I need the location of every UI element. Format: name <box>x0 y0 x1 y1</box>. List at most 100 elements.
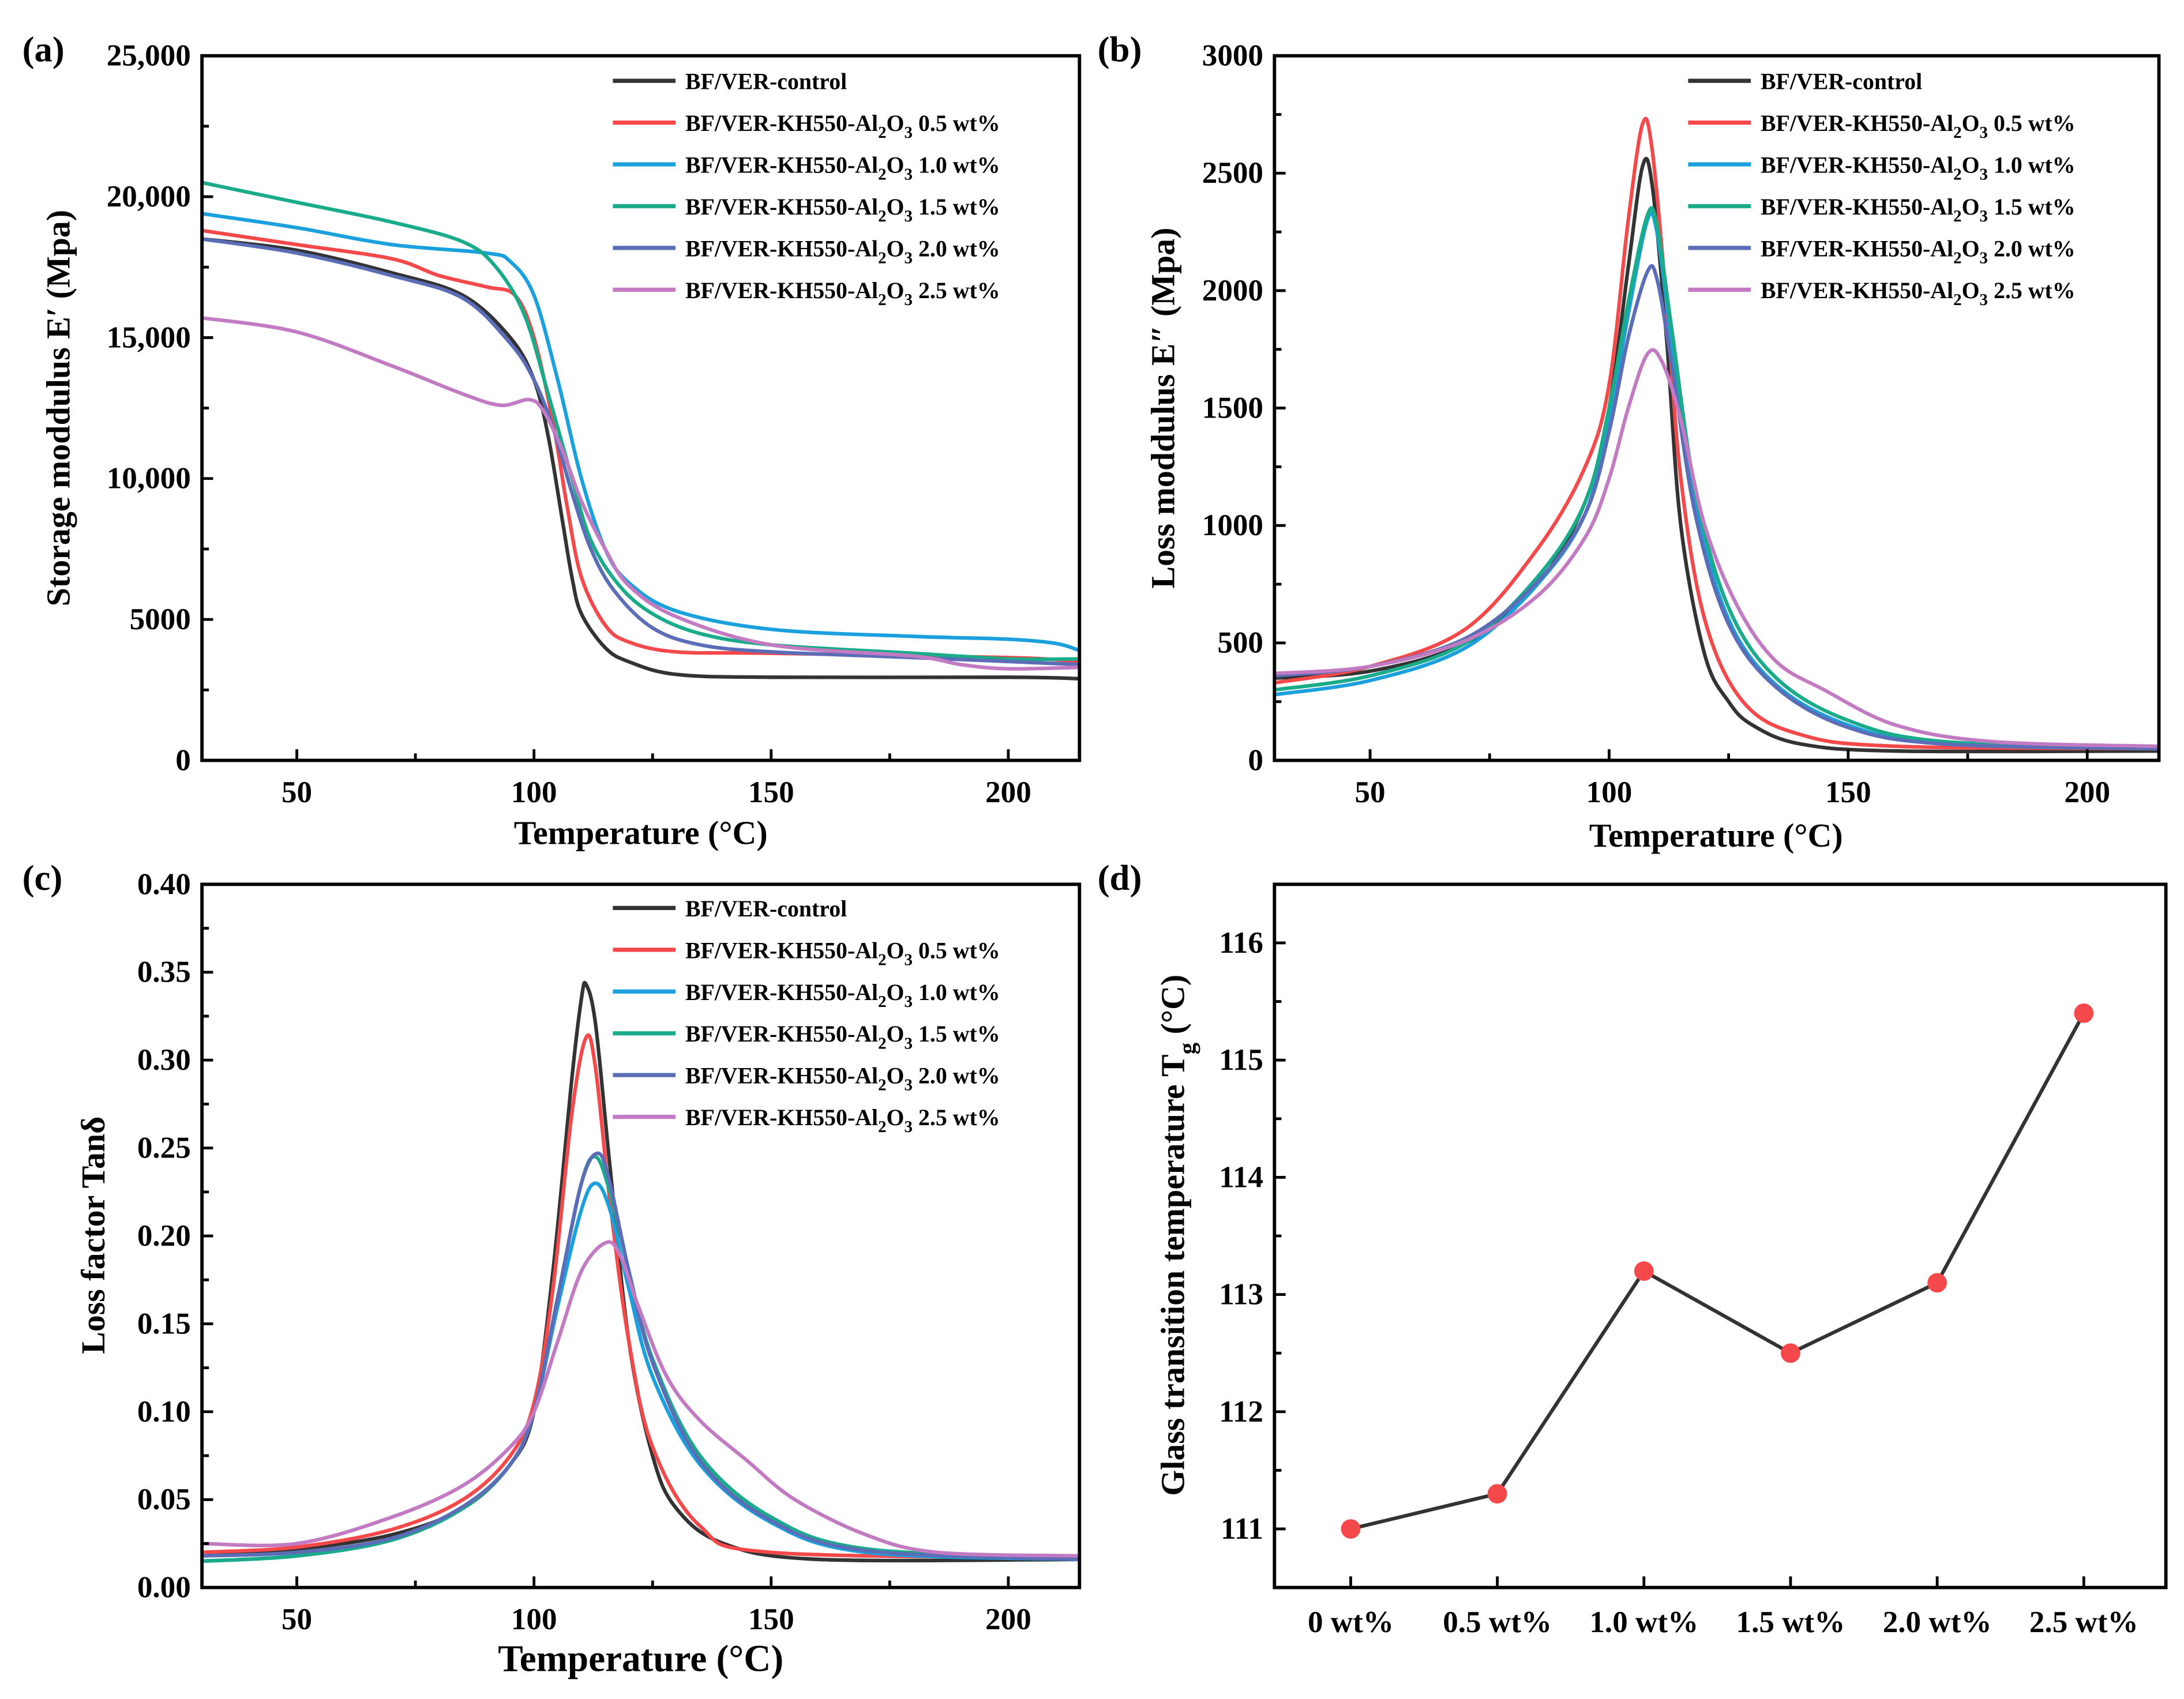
legend-mid: O <box>887 194 905 220</box>
legend-sub: 2 <box>878 249 886 267</box>
y-tick-label: 0 <box>175 743 191 777</box>
y-axis-title: Storage moddulus E′ (Mpa) <box>40 210 77 606</box>
series-line-control <box>201 237 1080 681</box>
legend-item-control: BF/VER-control <box>613 69 847 95</box>
legend-mid: O <box>887 1063 905 1089</box>
legend-label: BF/VER-KH550-Al2O3 0.5 wt% <box>685 938 1000 969</box>
legend-mid: O <box>1962 278 1980 303</box>
legend-mid: O <box>887 1105 905 1130</box>
series-line-w05 <box>201 1033 1080 1560</box>
y-tick-label: 3000 <box>1202 39 1263 73</box>
series-line-w15 <box>201 1155 1080 1563</box>
y-axis-title: Loss factor Tanδ <box>74 1117 112 1354</box>
y-tick-label: 0 <box>1248 743 1263 777</box>
x-tick-label: 150 <box>1825 776 1871 809</box>
panel-label: (a) <box>22 29 65 69</box>
x-tick-label: 200 <box>2064 776 2110 809</box>
legend-item-w20: BF/VER-KH550-Al2O3 2.0 wt% <box>1688 236 2076 267</box>
legend-sub: 3 <box>1980 249 1988 267</box>
y-tick-label: 20,000 <box>107 180 191 213</box>
legend-prefix: BF/VER-KH550-Al <box>1761 278 1953 303</box>
legend-label: BF/VER-control <box>685 69 847 95</box>
legend-label: BF/VER-KH550-Al2O3 0.5 wt% <box>685 111 1000 142</box>
legend-prefix: BF/VER-KH550-Al <box>1761 153 1953 178</box>
tg-point-4 <box>1927 1273 1947 1293</box>
x-axis-title: Temperature (°C) <box>1589 817 1843 854</box>
legend-label: BF/VER-control <box>685 896 847 922</box>
y-axis-title-main: Loss factor Tanδ <box>74 1117 112 1354</box>
legend-sub: 3 <box>905 123 913 142</box>
series-line-w25 <box>201 316 1080 671</box>
x-tick-label: 100 <box>1586 776 1633 809</box>
y-axis-title-sub: g <box>1174 1042 1200 1054</box>
series-line-w20 <box>1274 264 2159 751</box>
y-tick-label: 0.25 <box>137 1132 191 1165</box>
legend-sub: 2 <box>878 1034 886 1053</box>
legend-prefix: BF/VER-KH550-Al <box>685 938 878 963</box>
y-axis-title-unit: (°C) <box>1154 975 1191 1043</box>
legend-suffix: 0.5 wt% <box>1988 111 2076 136</box>
legend-item-w20: BF/VER-KH550-Al2O3 2.0 wt% <box>613 1063 1000 1095</box>
legend-label: BF/VER-KH550-Al2O3 2.5 wt% <box>1761 278 2076 309</box>
legend-item-control: BF/VER-control <box>613 896 847 922</box>
legend-item-control: BF/VER-control <box>1688 69 1922 95</box>
legend-prefix: BF/VER-KH550-Al <box>685 278 878 303</box>
legend-label: BF/VER-KH550-Al2O3 2.5 wt% <box>685 278 1000 309</box>
y-tick-label: 0.35 <box>137 956 191 989</box>
legend-label: BF/VER-KH550-Al2O3 1.0 wt% <box>685 153 1000 184</box>
legend-prefix: BF/VER-KH550-Al <box>685 1063 878 1089</box>
x-tick-label: 200 <box>985 1603 1031 1636</box>
legend-sub: 2 <box>878 291 886 309</box>
legend-suffix: 0.5 wt% <box>913 111 1000 136</box>
y-tick-label: 15,000 <box>107 321 191 354</box>
series-line-w05 <box>1274 116 2159 751</box>
y-axis-title-main: Glass transition temperature T <box>1154 1054 1191 1496</box>
series-line-w25 <box>1274 348 2159 749</box>
legend-item-w15: BF/VER-KH550-Al2O3 1.5 wt% <box>1688 194 2076 225</box>
y-tick-label: 5000 <box>130 603 191 636</box>
legend-suffix: 1.5 wt% <box>1988 194 2076 220</box>
legend-item-w25: BF/VER-KH550-Al2O3 2.5 wt% <box>613 1105 1000 1136</box>
x-axis-title: Temperature (°C) <box>498 1638 783 1680</box>
y-tick-label: 500 <box>1217 626 1263 660</box>
y-tick-label: 114 <box>1219 1160 1263 1194</box>
legend-sub: 2 <box>878 166 886 184</box>
legend-item-w10: BF/VER-KH550-Al2O3 1.0 wt% <box>613 980 1000 1011</box>
legend-prefix: BF/VER-control <box>685 896 847 922</box>
legend-sub: 2 <box>1953 123 1961 142</box>
legend-prefix: BF/VER-control <box>685 69 847 95</box>
legend-sub: 3 <box>905 1034 913 1053</box>
series-line-w25 <box>202 1240 1080 1558</box>
legend-sub: 2 <box>1953 166 1961 184</box>
plot-frame <box>1273 882 2168 1589</box>
panel-a: (a) 0 5000 10,000 15,000 20,000 25,000 50 100 150… <box>22 29 1082 851</box>
tg-line <box>1350 1012 2086 1531</box>
legend-suffix: 2.5 wt% <box>913 278 1000 303</box>
y-tick-label: 0.00 <box>137 1571 191 1604</box>
legend-label: BF/VER-KH550-Al2O3 2.0 wt% <box>1761 236 2076 267</box>
legend-prefix: BF/VER-KH550-Al <box>685 153 878 178</box>
y-tick-label: 0.05 <box>137 1483 191 1516</box>
panel-label: (b) <box>1098 29 1142 69</box>
legend-mid: O <box>887 236 905 261</box>
legend-item-w05: BF/VER-KH550-Al2O3 0.5 wt% <box>613 938 1000 969</box>
legend-label: BF/VER-KH550-Al2O3 2.0 wt% <box>685 1063 1000 1095</box>
series-line-w10 <box>201 1181 1080 1563</box>
x-tick-label: 1.0 wt% <box>1589 1606 1698 1639</box>
legend-item-w05: BF/VER-KH550-Al2O3 0.5 wt% <box>1688 111 2076 142</box>
y-tick-label: 0.10 <box>137 1395 191 1429</box>
x-tick-label: 100 <box>511 1603 557 1636</box>
legend-prefix: BF/VER-control <box>1761 69 1922 95</box>
legend-prefix: BF/VER-KH550-Al <box>685 111 878 136</box>
legend-suffix: 1.0 wt% <box>913 153 1000 178</box>
legend-sub: 2 <box>878 1118 886 1136</box>
legend-item-w10: BF/VER-KH550-Al2O3 1.0 wt% <box>1688 153 2076 184</box>
y-tick-label: 111 <box>1221 1512 1263 1546</box>
legend-prefix: BF/VER-KH550-Al <box>1761 236 1953 261</box>
legend-label: BF/VER-KH550-Al2O3 1.5 wt% <box>685 1021 1000 1053</box>
y-tick-label: 1500 <box>1202 391 1263 424</box>
legend-sub: 3 <box>905 950 913 969</box>
legend-item-w10: BF/VER-KH550-Al2O3 1.0 wt% <box>613 153 1000 184</box>
x-tick-label: 150 <box>748 1603 794 1636</box>
